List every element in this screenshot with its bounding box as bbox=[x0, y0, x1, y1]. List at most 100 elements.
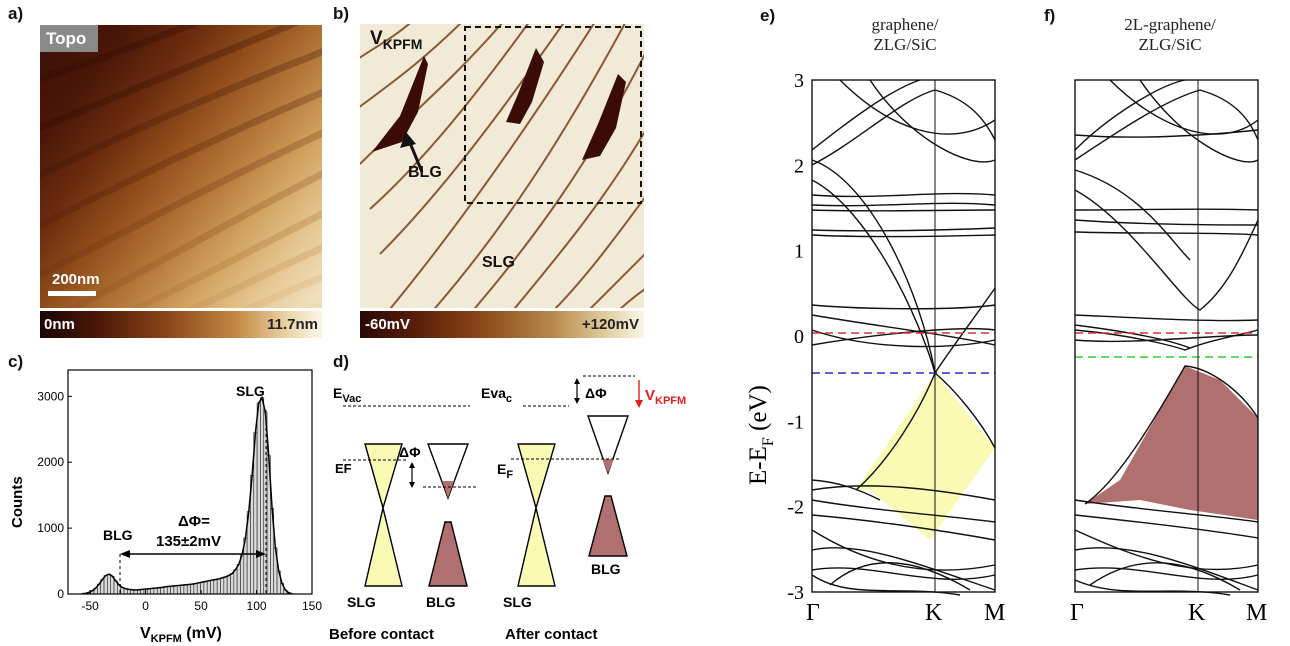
histogram-bar bbox=[160, 587, 165, 595]
band-lines-e bbox=[811, 79, 996, 596]
blg-cone-upper-after bbox=[587, 415, 629, 476]
histogram-bar bbox=[236, 564, 241, 595]
histogram-bar bbox=[263, 412, 268, 595]
blg-occupied-region bbox=[1085, 366, 1258, 520]
histogram-bar bbox=[233, 569, 238, 595]
kpfm-zoom-box bbox=[400, 26, 642, 204]
panel-d-label: d) bbox=[333, 352, 350, 371]
vkpfm-arrow-main: V bbox=[645, 387, 655, 404]
histogram-bar bbox=[173, 585, 178, 595]
panel-e-title-1: graphene/ bbox=[871, 15, 939, 34]
caption-before: Before contact bbox=[329, 626, 434, 643]
ef-right-main: E bbox=[497, 461, 506, 477]
histogram-bar bbox=[256, 402, 261, 595]
histogram-ytick-label: 3000 bbox=[37, 389, 64, 403]
blg-label-before: BLG bbox=[426, 594, 456, 610]
vkpfm-arrow-label: VKPFM bbox=[645, 387, 686, 407]
ef-label-left: EF bbox=[335, 461, 352, 476]
blg-cone-lower-before bbox=[428, 521, 468, 587]
kpfm-title: VKPFM bbox=[370, 28, 422, 52]
kpfm-title-sub: KPFM bbox=[382, 35, 423, 52]
histogram-xtick-label: -50 bbox=[82, 599, 100, 613]
band-ytick-label: -2 bbox=[787, 497, 804, 519]
histogram-xlabel-sub: KPFM bbox=[151, 633, 182, 645]
histogram-bar bbox=[193, 583, 198, 595]
band-structure-e: E-EF (eV) -3 -2 -1 0 1 2 3 Γ K M bbox=[745, 70, 1005, 626]
panel-a-label: a) bbox=[8, 4, 24, 23]
evac-left-main: E bbox=[333, 385, 342, 401]
kpoint-k-e: K bbox=[925, 600, 943, 626]
kpfm-colorbar-min: -60mV bbox=[365, 316, 411, 333]
panel-f-title-1: 2L-graphene/ bbox=[1124, 15, 1216, 34]
histogram-bar bbox=[176, 585, 181, 595]
band-structure-f: Γ K M bbox=[1070, 79, 1267, 626]
band-ylabel: E-EF (eV) bbox=[745, 385, 777, 485]
delta-phi-arrowhead-right bbox=[256, 550, 266, 558]
panel-e-title-2: ZLG/SiC bbox=[873, 35, 937, 54]
topography-image: Topo bbox=[40, 25, 322, 308]
band-ytick-label: 2 bbox=[794, 155, 804, 177]
blg-filled-tip-before bbox=[442, 481, 454, 498]
histogram-bar bbox=[210, 579, 215, 595]
band-ylabel-main: E-E bbox=[745, 446, 772, 485]
histogram-bar bbox=[163, 586, 168, 595]
histogram-bar bbox=[226, 575, 231, 595]
panel-e-label: e) bbox=[760, 6, 776, 25]
histogram-bar bbox=[206, 580, 211, 595]
scale-bar bbox=[48, 291, 96, 296]
histogram-bar bbox=[153, 587, 158, 595]
histogram-xtick-label: 50 bbox=[194, 599, 208, 613]
kpoint-m-e: M bbox=[984, 600, 1005, 626]
histogram-envelope bbox=[82, 395, 293, 595]
histogram-xtick-label: 0 bbox=[142, 599, 149, 613]
topo-colorbar-max: 11.7nm bbox=[267, 316, 318, 333]
histogram-bar bbox=[180, 584, 185, 595]
histogram-bar bbox=[170, 585, 175, 595]
band-ylabel-sub: F bbox=[760, 437, 777, 446]
hist-blg-label: BLG bbox=[103, 527, 133, 543]
panel-e-title: graphene/ ZLG/SiC bbox=[840, 15, 970, 55]
caption-after: After contact bbox=[505, 626, 598, 643]
blg-cone-lower-after bbox=[588, 495, 628, 557]
kpfm-image: VKPFM BLG SLG bbox=[360, 24, 644, 308]
histogram-xtick-label: 100 bbox=[247, 599, 267, 613]
histogram-xticks: -50 0 50 100 150 bbox=[82, 590, 322, 613]
histogram-bar bbox=[216, 578, 221, 595]
histogram-bar bbox=[240, 554, 245, 595]
histogram-frame bbox=[67, 369, 313, 595]
topo-colorbar: 0nm 11.7nm bbox=[40, 311, 322, 338]
band-ytick-label: 1 bbox=[794, 241, 804, 263]
evac-right-sub: c bbox=[506, 393, 512, 405]
panel-f-title: 2L-graphene/ ZLG/SiC bbox=[1095, 15, 1245, 55]
histogram-bar bbox=[190, 583, 195, 595]
panel-f-label: f) bbox=[1044, 6, 1056, 25]
delta-phi-label-2: 135±2mV bbox=[156, 533, 221, 550]
kpoint-gamma-f: Γ bbox=[1070, 600, 1084, 626]
histogram-yticks: 0 1000 2000 3000 bbox=[37, 389, 72, 601]
panel-f-title-2: ZLG/SiC bbox=[1138, 35, 1202, 54]
evac-label-left: EVac bbox=[333, 385, 361, 405]
slg-label-after: SLG bbox=[503, 594, 532, 610]
histogram-xlabel: VKPFM (mV) bbox=[140, 625, 222, 645]
blg-label-after: BLG bbox=[591, 561, 621, 577]
kpfm-title-main: V bbox=[370, 28, 383, 49]
histogram-xlabel-unit: (mV) bbox=[182, 625, 222, 642]
kpfm-colorbar-max: +120mV bbox=[581, 316, 639, 333]
histogram-ytick-label: 0 bbox=[57, 587, 64, 601]
kpoint-k-f: K bbox=[1188, 600, 1206, 626]
panel-b-label: b) bbox=[333, 4, 350, 23]
slg-cone-upper-after bbox=[517, 443, 556, 511]
evac-label-right: Evac bbox=[481, 385, 512, 405]
histogram-bar bbox=[103, 575, 108, 595]
histogram-ytick-label: 2000 bbox=[37, 455, 64, 469]
blg-cone-upper-before bbox=[426, 443, 470, 501]
histogram-bar bbox=[156, 587, 161, 595]
histogram-ylabel: Counts bbox=[9, 476, 26, 528]
band-lines-f bbox=[1074, 79, 1259, 596]
hist-slg-label: SLG bbox=[236, 383, 265, 399]
histogram-bar bbox=[166, 586, 171, 595]
slg-occupied-region bbox=[856, 373, 995, 540]
delta-phi-after: ΔΦ bbox=[585, 385, 607, 401]
evac-right-main: Eva bbox=[481, 385, 506, 401]
histogram-bar bbox=[223, 576, 228, 595]
